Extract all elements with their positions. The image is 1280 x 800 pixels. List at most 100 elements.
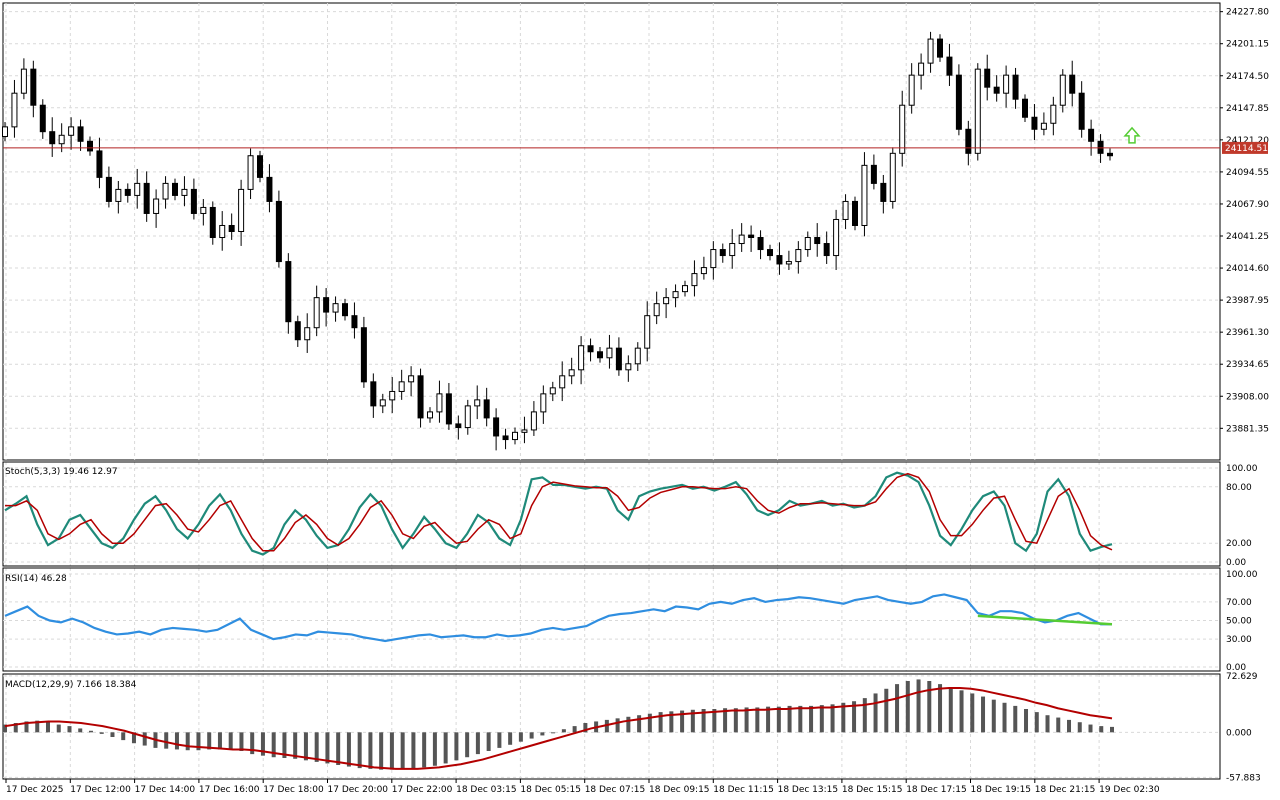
candle[interactable]	[653, 291, 660, 325]
candle[interactable]	[880, 174, 887, 214]
candle[interactable]	[767, 244, 773, 261]
candle[interactable]	[597, 346, 603, 363]
candle[interactable]	[77, 119, 84, 151]
candle[interactable]	[360, 316, 367, 388]
candle[interactable]	[209, 201, 216, 245]
candle[interactable]	[738, 223, 745, 252]
candle[interactable]	[304, 313, 311, 353]
candle[interactable]	[663, 288, 670, 319]
candle[interactable]	[710, 241, 717, 280]
candle[interactable]	[20, 58, 27, 100]
candle[interactable]	[474, 385, 481, 420]
candle[interactable]	[974, 63, 981, 161]
candle[interactable]	[455, 415, 462, 440]
candle[interactable]	[682, 280, 688, 297]
candle[interactable]	[323, 288, 330, 327]
candle[interactable]	[842, 194, 849, 230]
candle[interactable]	[521, 416, 528, 444]
candle[interactable]	[1078, 81, 1085, 138]
candle[interactable]	[1088, 119, 1095, 156]
candle[interactable]	[814, 223, 821, 257]
candle[interactable]	[398, 369, 405, 400]
candle[interactable]	[1097, 134, 1104, 163]
candle[interactable]	[899, 90, 906, 167]
candle[interactable]	[190, 178, 197, 220]
candle[interactable]	[1012, 67, 1019, 109]
candle[interactable]	[266, 164, 273, 213]
rsi-divergence-line[interactable]	[977, 614, 1113, 626]
candle[interactable]	[757, 230, 764, 260]
candle[interactable]	[105, 166, 112, 208]
candle[interactable]	[691, 260, 698, 297]
candle[interactable]	[559, 361, 566, 402]
candle[interactable]	[96, 137, 103, 189]
candle[interactable]	[984, 54, 991, 101]
candle[interactable]	[1040, 112, 1047, 136]
candle[interactable]	[219, 211, 226, 251]
candle[interactable]	[257, 150, 263, 183]
candle[interactable]	[58, 123, 65, 153]
candle[interactable]	[644, 301, 651, 362]
candle[interactable]	[493, 408, 500, 451]
candle[interactable]	[49, 117, 56, 157]
candle[interactable]	[927, 31, 934, 73]
candle[interactable]	[965, 120, 972, 166]
candle[interactable]	[776, 242, 783, 275]
candle[interactable]	[172, 178, 178, 201]
candle[interactable]	[785, 250, 792, 270]
candle[interactable]	[530, 401, 537, 436]
candle[interactable]	[115, 180, 122, 214]
candle[interactable]	[568, 357, 575, 385]
candle[interactable]	[370, 373, 377, 418]
candle[interactable]	[427, 407, 433, 423]
candle[interactable]	[634, 342, 641, 372]
candle[interactable]	[408, 366, 415, 397]
candle[interactable]	[578, 336, 585, 385]
candle[interactable]	[228, 213, 235, 240]
stochastic-panel[interactable]: 100.00 80.00 20.00 0.00	[2, 461, 1258, 568]
candle[interactable]	[1069, 60, 1076, 107]
candle[interactable]	[1050, 96, 1057, 136]
candle[interactable]	[351, 302, 358, 339]
candle[interactable]	[68, 117, 75, 150]
candle[interactable]	[313, 285, 320, 337]
candle[interactable]	[153, 189, 160, 228]
candle[interactable]	[823, 231, 830, 264]
candle[interactable]	[1003, 65, 1010, 108]
candle[interactable]	[87, 136, 93, 156]
candle[interactable]	[285, 253, 292, 334]
candle[interactable]	[729, 229, 736, 269]
price-panel[interactable]: 24227.80 24201.15 24174.50 24147.85 24121.20…	[2, 2, 1280, 461]
candle[interactable]	[134, 168, 141, 209]
candle[interactable]	[332, 296, 339, 322]
candle[interactable]	[861, 152, 868, 237]
candle[interactable]	[247, 148, 254, 200]
candle[interactable]	[795, 241, 802, 274]
candle[interactable]	[719, 243, 726, 263]
candle[interactable]	[625, 355, 632, 382]
up-arrow-icon[interactable]	[1123, 126, 1141, 144]
candle[interactable]	[908, 63, 915, 114]
candle[interactable]	[937, 34, 943, 62]
candle[interactable]	[955, 64, 962, 136]
candle[interactable]	[124, 183, 131, 203]
candle[interactable]	[200, 199, 207, 226]
candle[interactable]	[436, 380, 443, 423]
macd-panel[interactable]: 72.629 0.000 -57.883	[2, 672, 1261, 784]
candle[interactable]	[342, 298, 348, 321]
candle[interactable]	[379, 393, 386, 414]
candle[interactable]	[2, 122, 8, 142]
candle[interactable]	[502, 428, 509, 450]
candle[interactable]	[30, 60, 37, 118]
candle[interactable]	[993, 75, 1000, 102]
candle[interactable]	[162, 176, 169, 209]
candle[interactable]	[238, 179, 245, 246]
candle[interactable]	[417, 368, 424, 428]
candle[interactable]	[11, 79, 18, 138]
candle[interactable]	[1059, 69, 1066, 113]
candle[interactable]	[275, 190, 282, 268]
rsi-panel[interactable]: 100.00 70.00 50.00 30.00 0.00	[2, 567, 1258, 673]
candle[interactable]	[445, 383, 452, 430]
candle[interactable]	[540, 385, 547, 424]
